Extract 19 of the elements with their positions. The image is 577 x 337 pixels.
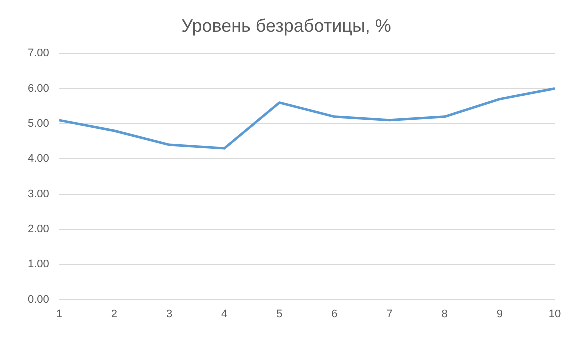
x-tick-label: 4 <box>222 308 228 320</box>
x-tick-label: 3 <box>166 308 173 320</box>
x-tick-label: 2 <box>111 308 118 320</box>
x-tick-label: 10 <box>548 308 562 320</box>
x-tick-label: 5 <box>276 308 283 320</box>
x-tick-label: 1 <box>56 308 62 320</box>
x-tick-label: 7 <box>386 308 393 320</box>
y-tick-label: 6.00 <box>28 82 50 95</box>
y-tick-label: 2.00 <box>28 223 50 236</box>
y-tick-label: 7.00 <box>28 48 50 60</box>
y-tick-label: 4.00 <box>28 153 50 166</box>
x-tick-label: 8 <box>442 308 448 320</box>
chart-title: Уровень безработицы, % <box>182 16 392 36</box>
y-tick-label: 1.00 <box>28 258 50 271</box>
x-tick-label: 9 <box>496 308 503 320</box>
y-tick-label: 0.00 <box>28 294 50 306</box>
y-tick-label: 5.00 <box>28 118 50 130</box>
y-tick-label: 3.00 <box>28 188 50 200</box>
x-tick-label: 6 <box>332 308 338 320</box>
